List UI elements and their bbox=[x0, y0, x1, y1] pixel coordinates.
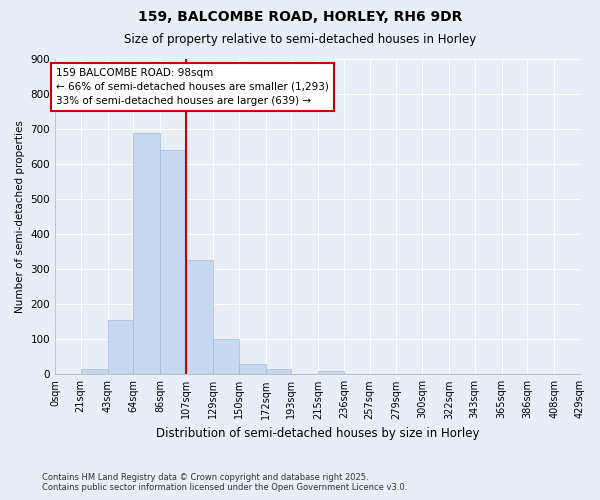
Text: 159, BALCOMBE ROAD, HORLEY, RH6 9DR: 159, BALCOMBE ROAD, HORLEY, RH6 9DR bbox=[138, 10, 462, 24]
Bar bbox=[186, 260, 213, 374]
Bar bbox=[81, 369, 107, 374]
Bar bbox=[160, 150, 186, 374]
Bar bbox=[107, 320, 133, 374]
Bar bbox=[266, 369, 291, 374]
Y-axis label: Number of semi-detached properties: Number of semi-detached properties bbox=[15, 120, 25, 313]
Bar bbox=[318, 371, 344, 374]
X-axis label: Distribution of semi-detached houses by size in Horley: Distribution of semi-detached houses by … bbox=[156, 427, 479, 440]
Bar bbox=[239, 364, 266, 374]
Text: 159 BALCOMBE ROAD: 98sqm
← 66% of semi-detached houses are smaller (1,293)
33% o: 159 BALCOMBE ROAD: 98sqm ← 66% of semi-d… bbox=[56, 68, 329, 106]
Text: Contains HM Land Registry data © Crown copyright and database right 2025.
Contai: Contains HM Land Registry data © Crown c… bbox=[42, 473, 407, 492]
Text: Size of property relative to semi-detached houses in Horley: Size of property relative to semi-detach… bbox=[124, 32, 476, 46]
Bar bbox=[213, 340, 239, 374]
Bar bbox=[133, 132, 160, 374]
